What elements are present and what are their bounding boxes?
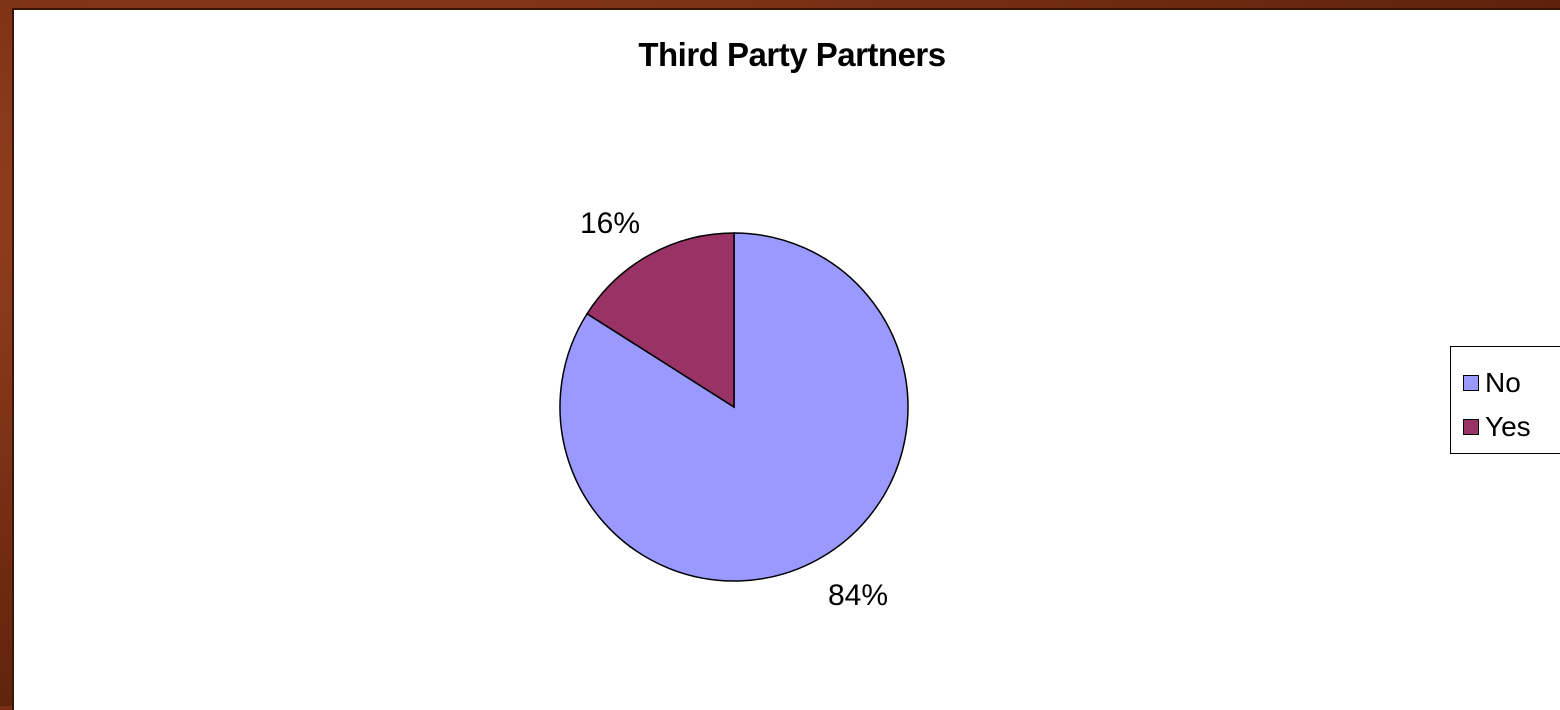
legend-item-no: No: [1463, 367, 1521, 399]
chart-legend: No Yes: [1450, 346, 1560, 454]
legend-item-yes: Yes: [1463, 411, 1531, 443]
data-label-yes: 16%: [580, 207, 640, 240]
pie-slice-yes: [586, 232, 735, 409]
legend-swatch-yes: [1463, 419, 1479, 435]
legend-label-yes: Yes: [1485, 411, 1531, 442]
legend-label-no: No: [1485, 367, 1521, 398]
chart-title: Third Party Partners: [638, 36, 946, 73]
data-label-no: 84%: [828, 579, 888, 612]
legend-swatch-no: [1463, 375, 1479, 391]
